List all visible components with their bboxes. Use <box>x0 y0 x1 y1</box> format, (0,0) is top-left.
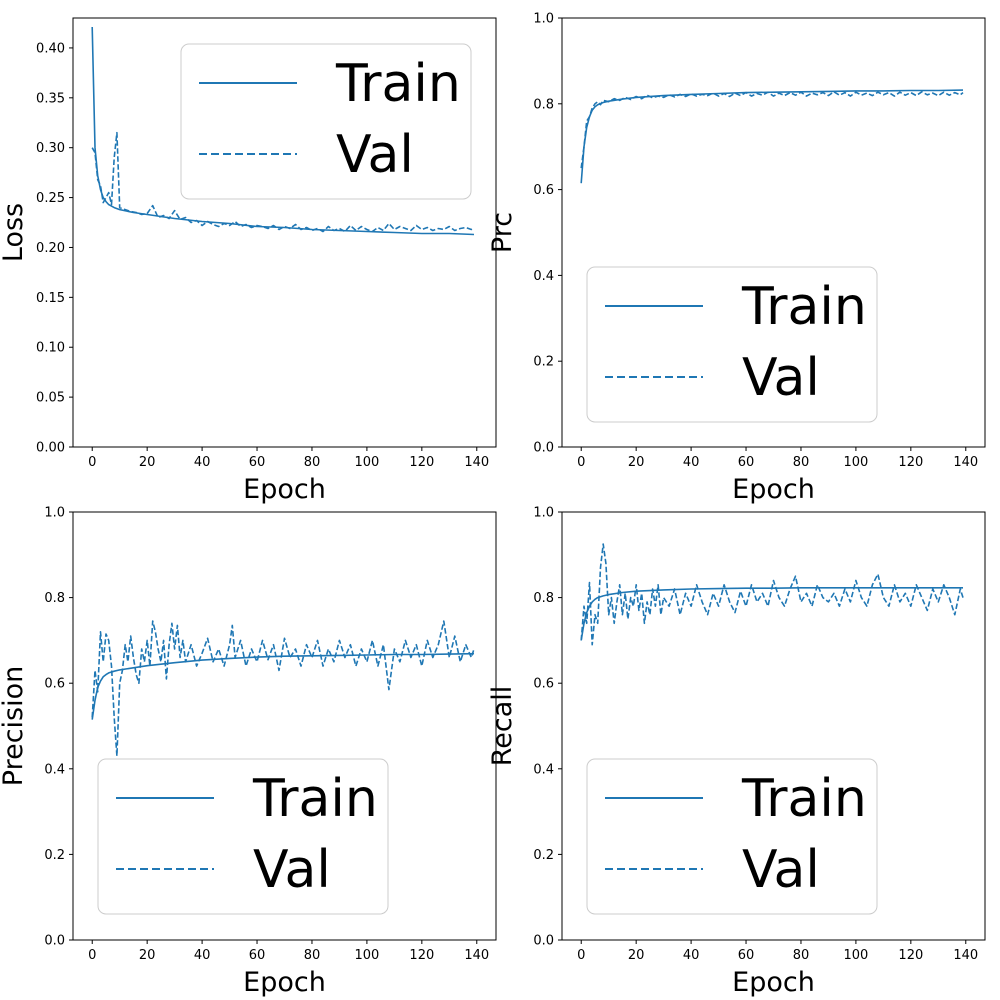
loss-ytick-label: 0.10 <box>36 341 65 356</box>
prc-legend-val-label: Val <box>742 348 820 408</box>
recall-x-axis-label: Epoch <box>732 967 815 998</box>
recall-ytick-label: 0.2 <box>533 848 554 863</box>
recall-chart: 0 20 40 60 80 100 120 140 0.0 0.2 0.4 0.6 0.8 1.0 Epoc… <box>487 506 986 998</box>
loss-ytick-label: 0.25 <box>36 191 65 206</box>
loss-ytick-label: 0.35 <box>36 91 65 106</box>
recall-xtick-label: 100 <box>843 948 868 963</box>
precision-y-axis-label: Precision <box>0 666 29 786</box>
recall-train-line <box>580 587 963 641</box>
recall-legend-val-label: Val <box>742 840 820 900</box>
precision-xtick-label: 60 <box>249 948 266 963</box>
loss-x-axis-label: Epoch <box>243 474 326 505</box>
prc-legend: Train Val <box>586 266 878 423</box>
prc-legend-train-label: Train <box>741 277 867 337</box>
loss-ytick-label: 0.40 <box>36 41 65 56</box>
prc-ytick-label: 0.0 <box>533 441 554 456</box>
precision-axes-frame <box>72 511 497 941</box>
precision-xtick-label: 120 <box>409 948 434 963</box>
recall-ytick-label: 0.0 <box>533 934 554 949</box>
loss-xtick-label: 80 <box>304 455 321 470</box>
precision-legend-train-label: Train <box>252 769 378 829</box>
loss-y-axis-label: Loss <box>0 203 29 262</box>
precision-ytick-label: 0.8 <box>44 591 65 606</box>
loss-chart: 0 20 40 60 80 100 120 140 0.00 0.05 0.10 0.15 0.20 0.… <box>0 17 497 505</box>
recall-legend-train-label: Train <box>741 769 867 829</box>
loss-xtick-label: 20 <box>139 455 156 470</box>
precision-ytick-label: 0.6 <box>44 677 65 692</box>
prc-y-axis-label: Prc <box>487 212 518 253</box>
recall-xtick-label: 80 <box>793 948 810 963</box>
prc-ytick-label: 0.2 <box>533 355 554 370</box>
recall-xtick-label: 60 <box>738 948 755 963</box>
loss-ytick-label: 0.30 <box>36 141 65 156</box>
precision-legend-val-label: Val <box>253 840 331 900</box>
loss-ytick-label: 0.15 <box>36 291 65 306</box>
precision-xtick-label: 0 <box>88 948 96 963</box>
prc-ytick-label: 0.6 <box>533 183 554 198</box>
loss-legend-train-label: Train <box>335 54 461 114</box>
precision-x-axis-label: Epoch <box>243 967 326 998</box>
loss-val-line <box>91 131 475 233</box>
recall-xtick-label: 120 <box>898 948 923 963</box>
recall-axes-frame <box>561 511 986 941</box>
prc-xtick-label: 60 <box>738 455 755 470</box>
loss-xtick-label: 140 <box>464 455 489 470</box>
recall-ytick-label: 0.4 <box>533 762 554 777</box>
precision-xtick-label: 40 <box>194 948 211 963</box>
prc-xtick-label: 100 <box>843 455 868 470</box>
loss-xtick-label: 120 <box>409 455 434 470</box>
recall-xtick-label: 140 <box>953 948 978 963</box>
prc-ytick-label: 0.4 <box>533 269 554 284</box>
prc-chart: 0 20 40 60 80 100 120 140 0.0 0.2 0.4 0.6 0.8 1.0 Epoc… <box>487 12 986 505</box>
precision-chart: 0 20 40 60 80 100 120 140 0.0 0.2 0.4 0.6 0.8 1.0 Epoc… <box>0 506 497 998</box>
prc-xtick-label: 80 <box>793 455 810 470</box>
loss-ytick-label: 0.00 <box>36 441 65 456</box>
recall-ytick-label: 0.8 <box>533 591 554 606</box>
recall-ytick-label: 0.6 <box>533 677 554 692</box>
prc-xtick-label: 20 <box>628 455 645 470</box>
prc-xtick-label: 120 <box>898 455 923 470</box>
loss-xtick-label: 60 <box>249 455 266 470</box>
precision-xtick-label: 100 <box>354 948 379 963</box>
precision-ytick-label: 0.2 <box>44 848 65 863</box>
prc-val-line <box>580 91 964 169</box>
recall-ytick-label: 1.0 <box>533 506 554 521</box>
prc-xtick-label: 140 <box>953 455 978 470</box>
loss-xtick-label: 100 <box>354 455 379 470</box>
precision-ytick-label: 1.0 <box>44 506 65 521</box>
prc-xtick-label: 40 <box>683 455 700 470</box>
precision-ytick-label: 0.0 <box>44 934 65 949</box>
recall-y-axis-label: Recall <box>487 686 518 767</box>
precision-xtick-label: 140 <box>464 948 489 963</box>
prc-x-axis-label: Epoch <box>732 474 815 505</box>
loss-xtick-label: 40 <box>194 455 211 470</box>
precision-val-line <box>91 620 475 757</box>
loss-xtick-label: 0 <box>88 455 96 470</box>
prc-axes-frame <box>561 17 986 448</box>
loss-axes-frame <box>72 17 497 448</box>
recall-xtick-label: 20 <box>628 948 645 963</box>
loss-ytick-label: 0.05 <box>36 391 65 406</box>
prc-ytick-label: 0.8 <box>533 97 554 112</box>
loss-ytick-label: 0.20 <box>36 241 65 256</box>
recall-legend: Train Val <box>586 758 878 915</box>
prc-train-line <box>580 89 964 184</box>
loss-legend-val-label: Val <box>336 125 414 185</box>
loss-legend: Train Val <box>180 43 472 200</box>
precision-xtick-label: 80 <box>304 948 321 963</box>
precision-ytick-label: 0.4 <box>44 762 65 777</box>
recall-val-line <box>580 543 964 646</box>
recall-xtick-label: 0 <box>577 948 585 963</box>
prc-ytick-label: 1.0 <box>533 12 554 27</box>
precision-xtick-label: 20 <box>139 948 156 963</box>
prc-xtick-label: 0 <box>577 455 585 470</box>
precision-legend: Train Val <box>97 758 389 915</box>
recall-xtick-label: 40 <box>683 948 700 963</box>
